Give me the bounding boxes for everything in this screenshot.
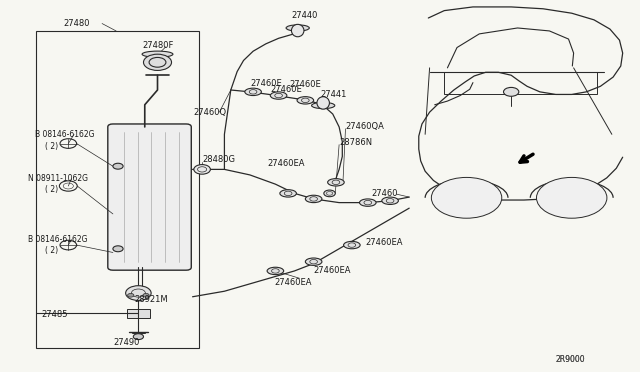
Text: 27460Q: 27460Q (194, 108, 227, 117)
Circle shape (127, 294, 134, 297)
Ellipse shape (360, 199, 376, 206)
Text: 27480F: 27480F (143, 41, 174, 50)
Text: B 08146-6162G: B 08146-6162G (35, 130, 94, 139)
Text: 27460EA: 27460EA (314, 266, 351, 275)
Circle shape (125, 286, 151, 301)
Ellipse shape (305, 258, 322, 265)
Text: 27460QA: 27460QA (346, 122, 385, 131)
Text: 27490: 27490 (113, 339, 140, 347)
Text: B 08146-6162G: B 08146-6162G (28, 235, 88, 244)
Text: 2R9000: 2R9000 (556, 355, 586, 364)
Text: 27460: 27460 (371, 189, 397, 198)
Circle shape (143, 294, 149, 297)
Text: 27460E: 27460E (270, 85, 302, 94)
Text: 27485: 27485 (41, 310, 67, 319)
FancyBboxPatch shape (108, 124, 191, 270)
Ellipse shape (270, 92, 287, 99)
Ellipse shape (344, 241, 360, 249)
Bar (36, 31, 199, 349)
Ellipse shape (317, 97, 330, 109)
Ellipse shape (328, 179, 344, 186)
Text: 28480G: 28480G (202, 155, 235, 164)
Ellipse shape (142, 51, 173, 57)
Ellipse shape (382, 197, 398, 205)
Text: 27440: 27440 (291, 11, 317, 20)
Text: 27460EA: 27460EA (366, 238, 403, 247)
Text: 28786N: 28786N (339, 138, 372, 147)
Circle shape (504, 87, 519, 96)
Text: 27460EA: 27460EA (268, 159, 305, 169)
Text: 27460EA: 27460EA (274, 278, 312, 287)
Circle shape (113, 246, 123, 252)
Text: 27441: 27441 (320, 90, 346, 99)
Circle shape (133, 334, 143, 340)
Circle shape (536, 177, 607, 218)
Circle shape (194, 164, 211, 174)
Text: N 08911-1062G: N 08911-1062G (28, 174, 88, 183)
Circle shape (113, 163, 123, 169)
Ellipse shape (297, 97, 314, 104)
Ellipse shape (305, 195, 322, 203)
Circle shape (431, 177, 502, 218)
Ellipse shape (245, 88, 261, 96)
Text: 2R9000: 2R9000 (556, 355, 586, 364)
Text: 27460E: 27460E (289, 80, 321, 89)
Ellipse shape (143, 54, 172, 70)
Text: ( 2): ( 2) (45, 246, 58, 255)
Ellipse shape (291, 24, 304, 37)
Bar (444, 72, 597, 94)
Bar (127, 309, 150, 318)
Text: 27460E: 27460E (250, 79, 282, 88)
Ellipse shape (267, 267, 284, 275)
Text: ( 2): ( 2) (45, 185, 58, 194)
Text: 27480: 27480 (64, 19, 90, 28)
Ellipse shape (280, 190, 296, 197)
Text: ( 2): ( 2) (45, 142, 58, 151)
Ellipse shape (286, 25, 309, 31)
Ellipse shape (312, 102, 335, 109)
Circle shape (324, 190, 335, 197)
Text: 28921M: 28921M (134, 295, 168, 304)
